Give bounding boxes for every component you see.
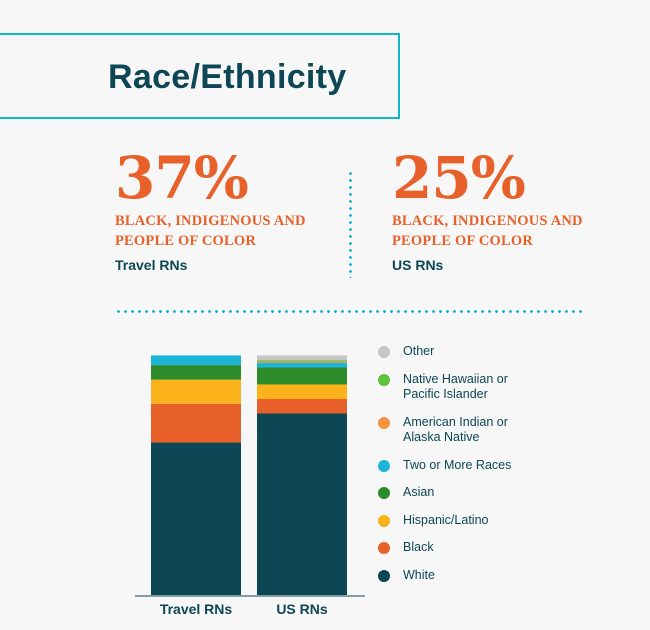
bar-segment-us-rns-black (257, 398, 347, 414)
chart-legend: Other Native Hawaiian or Pacific Islander A… (378, 344, 511, 583)
bar-segment-us-rns-native-hawaiian-or-pacific-islander (257, 360, 347, 362)
legend-swatch-icon (378, 459, 390, 472)
legend-label: American Indian or Alaska Native (403, 414, 508, 445)
legend-label: Two or More Races (403, 457, 512, 472)
stat-percent: 37% (115, 144, 249, 212)
bar-segment-travel-rns-white (151, 442, 241, 595)
vertical-dotted-divider (349, 170, 352, 278)
legend-label: Asian (403, 485, 435, 499)
legend-swatch-icon (378, 487, 390, 499)
legend-swatch-icon (378, 514, 390, 527)
legend-item: Hispanic/Latino (378, 513, 511, 529)
legend-swatch-icon (378, 416, 390, 429)
bar-segment-us-rns-asian (257, 367, 347, 385)
x-tick-label: US RNs (276, 601, 328, 617)
bar-segment-travel-rns-black (151, 403, 241, 443)
x-tick-label: Travel RNs (160, 601, 233, 617)
legend-item: Asian (378, 485, 511, 501)
legend-item: White (378, 568, 511, 584)
bar-segment-us-rns-american-indian-or-alaska-native (257, 361, 347, 363)
stat-percent: 25% (392, 144, 526, 212)
stat-group: US RNs (392, 257, 444, 273)
legend-label: White (403, 567, 435, 582)
legend-swatch-icon (378, 373, 390, 386)
title-box (0, 33, 400, 119)
legend-swatch-icon (378, 542, 390, 554)
bar-segment-us-rns-hispanic-latino (257, 384, 347, 399)
stat-group: Travel RNs (115, 257, 188, 273)
stat-description: BLACK, INDIGENOUS AND PEOPLE OF COLOR (115, 213, 306, 249)
stat-travel-rns: 37% BLACK, INDIGENOUS AND PEOPLE OF COLO… (115, 145, 330, 273)
legend-item: Two or More Races (378, 458, 511, 474)
legend-label: Native Hawaiian or Pacific Islander (403, 371, 508, 402)
bar-segment-travel-rns-two-or-more-races (151, 355, 241, 366)
bar-segment-us-rns-white (257, 413, 347, 595)
legend-label: Hispanic/Latino (403, 512, 489, 527)
stat-us-rns: 25% BLACK, INDIGENOUS AND PEOPLE OF COLO… (392, 145, 607, 273)
bar-segment-travel-rns-hispanic-latino (151, 379, 241, 404)
legend-item: Native Hawaiian or Pacific Islander (378, 372, 511, 403)
bar-segment-us-rns-other (257, 355, 347, 361)
legend-swatch-icon (378, 346, 390, 358)
horizontal-dotted-divider (115, 310, 583, 313)
legend-swatch-icon (378, 569, 390, 582)
page-title: Race/Ethnicity (108, 58, 347, 96)
legend-item: Other (378, 344, 511, 360)
stat-description: BLACK, INDIGENOUS AND PEOPLE OF COLOR (392, 213, 583, 249)
legend-item: Black (378, 540, 511, 556)
legend-item: American Indian or Alaska Native (378, 415, 511, 446)
bar-segment-travel-rns-asian (151, 365, 241, 380)
bar-segment-us-rns-two-or-more-races (257, 362, 347, 368)
legend-label: Other (403, 344, 435, 358)
legend-label: Black (403, 540, 434, 554)
